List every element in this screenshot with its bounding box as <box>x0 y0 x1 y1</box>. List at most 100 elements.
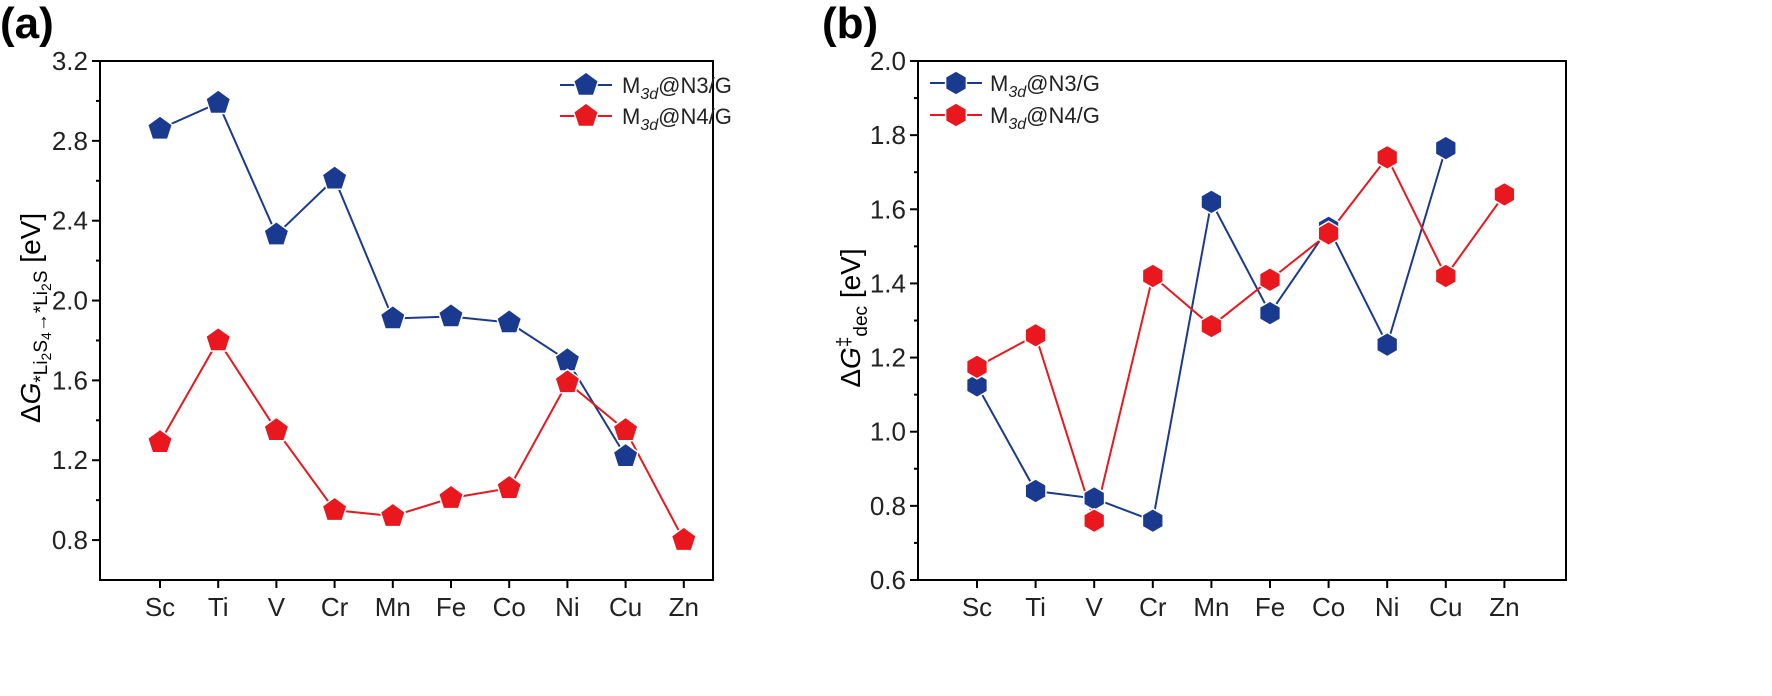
panel-b-data-point-n4 <box>1434 263 1457 289</box>
panel-a-legend-marker-shape <box>572 71 600 97</box>
panel-b-data-point-n4 <box>1493 181 1516 208</box>
panel-a-x-tick-label: Zn <box>669 592 699 622</box>
panel-b-x-tick-label: Zn <box>1489 592 1519 622</box>
panel-b-y-tick-label: 1.8 <box>870 120 906 150</box>
panel-b-label: (b) <box>822 0 878 48</box>
panel-a-x-tick-label: Ti <box>208 592 229 622</box>
panel-b-y-ticks: 0.6 0.8 1.0 1.2 1.4 1.6 1.8 2.0 <box>870 46 918 595</box>
panel-b-legend-marker-n4-icon <box>944 102 968 128</box>
panel-a-plot-frame <box>99 60 714 581</box>
panel-a-y-tick-label: 2.4 <box>52 206 88 236</box>
panel-a-data-point-n4 <box>204 326 232 352</box>
panel-a-data-point-n3 <box>146 114 174 141</box>
panel-b-x-tick-label: Ni <box>1375 592 1400 622</box>
panel-b-data-point-n3 <box>1083 485 1106 512</box>
panel-a-x-tick-label: Mn <box>375 592 411 622</box>
panel-a-data-point-n4 <box>554 368 581 394</box>
panel-a-data-point-n4 <box>146 428 174 454</box>
panel-a-label: (a) <box>0 0 54 48</box>
panel-a-chart: (a) 0.8 1.2 1.6 2.0 2.4 2.8 3.2 Sc Ti V Cr Mn Fe Co N… <box>0 0 732 622</box>
panel-b-x-tick-label: V <box>1086 592 1104 622</box>
panel-a-y-ticks: 0.8 1.2 1.6 2.0 2.4 2.8 3.2 <box>52 46 100 555</box>
panel-a-legend-marker-n4-icon <box>572 102 600 128</box>
panel-b-x-tick-label: Sc <box>962 592 992 622</box>
panel-a-x-tick-label: Fe <box>436 592 466 622</box>
panel-b-legend-label-n4: M3d@N4/G <box>990 103 1100 133</box>
panel-a-data-point-n4 <box>321 496 348 522</box>
panel-a-series-layer <box>146 88 698 552</box>
panel-a-data-point-n4 <box>379 502 407 528</box>
panel-a-data-point-n4 <box>263 416 290 442</box>
panel-b-x-tick-label: Fe <box>1255 592 1285 622</box>
panel-b-series-layer <box>965 135 1516 534</box>
panel-b-data-point-n4 <box>1083 507 1106 534</box>
panel-b-y-tick-label: 1.4 <box>870 268 906 298</box>
panel-b-y-tick-label: 0.8 <box>870 491 906 521</box>
panel-a-legend-entry-n4: M3d@N4/G <box>560 102 732 134</box>
panel-a-legend-label-n3: M3d@N3/G <box>622 73 732 103</box>
panel-a-data-point-n3 <box>263 220 290 246</box>
panel-a-y-tick-label: 0.8 <box>52 525 88 555</box>
panel-a-data-point-n4 <box>670 526 698 552</box>
panel-b-x-tick-label: Ti <box>1025 592 1046 622</box>
panel-b-legend-entry-n4: M3d@N4/G <box>930 102 1100 133</box>
panel-b-data-point-n4 <box>1376 144 1399 171</box>
panel-a-data-point-n3 <box>204 88 232 115</box>
panel-b-x-tick-label: Mn <box>1193 592 1229 622</box>
panel-b-data-point-n3 <box>1258 300 1282 326</box>
panel-b-data-point-n3 <box>1376 331 1399 358</box>
panel-b-y-tick-label: 1.0 <box>870 417 906 447</box>
panel-b-x-ticks: Sc Ti V Cr Mn Fe Co Ni Cu Zn <box>962 580 1520 622</box>
panel-b-data-point-n3 <box>965 372 989 399</box>
panel-a-legend-entry-n3: M3d@N3/G <box>560 71 732 103</box>
panel-a-data-point-n4 <box>437 484 465 510</box>
panel-a-y-tick-label: 3.2 <box>52 46 88 76</box>
panel-a-legend-marker-n3-icon <box>572 71 600 97</box>
panel-a-legend: M3d@N3/G M3d@N4/G <box>560 71 732 134</box>
panel-b-data-point-n4 <box>1141 263 1164 289</box>
panel-a-x-tick-label: Ni <box>555 592 580 622</box>
panel-a-legend-label-n4: M3d@N4/G <box>622 104 732 134</box>
panel-b-series-line-n4 <box>976 155 1506 525</box>
panel-b-y-tick-label: 1.2 <box>870 343 906 373</box>
panel-b-chart: (b) 0.6 0.8 1.0 1.2 1.4 1.6 1.8 2.0 Sc Ti V Cr Mn Fe… <box>822 0 1567 622</box>
panel-b-y-tick-label: 2.0 <box>870 46 906 76</box>
panel-a-x-tick-label: Sc <box>145 592 175 622</box>
panel-a-y-axis-title: ΔG*Li2S4→*Li2S [eV] <box>15 213 54 423</box>
panel-b-x-tick-label: Cu <box>1429 592 1462 622</box>
panel-b-data-point-n4 <box>1258 266 1282 293</box>
panel-b-y-axis-title: ΔG‡dec [eV] <box>834 248 872 387</box>
panel-a-x-tick-label: Cu <box>609 592 642 622</box>
panel-a-x-tick-label: Co <box>493 592 526 622</box>
panel-b-data-point-n4 <box>1200 313 1223 339</box>
panel-a-data-point-n3 <box>554 346 581 372</box>
panel-a-legend-marker-shape <box>572 102 600 128</box>
panel-b-legend-marker-shape <box>944 102 968 128</box>
panel-a-data-point-n4 <box>495 474 523 500</box>
panel-a-x-tick-label: V <box>268 592 286 622</box>
panel-b-plot-frame <box>917 60 1567 581</box>
panel-b-x-tick-label: Cr <box>1139 592 1167 622</box>
panel-b-data-point-n3 <box>1141 507 1164 534</box>
panel-a-y-tick-label: 2.8 <box>52 126 88 156</box>
panel-b-y-tick-label: 1.6 <box>870 194 906 224</box>
panel-a-y-tick-label: 1.6 <box>52 365 88 395</box>
panel-a-y-tick-label: 1.2 <box>52 445 88 475</box>
panel-a-data-point-n3 <box>612 442 639 468</box>
panel-a-x-tick-label: Cr <box>321 592 349 622</box>
panel-a-data-point-n4 <box>612 416 639 442</box>
panel-a-series-line-n4 <box>159 338 685 541</box>
panel-b-legend-entry-n3: M3d@N3/G <box>930 70 1100 101</box>
panel-b-y-tick-label: 0.6 <box>870 565 906 595</box>
panel-b-x-tick-label: Co <box>1312 592 1345 622</box>
panel-a-data-point-n3 <box>437 302 465 328</box>
panel-b-data-point-n3 <box>1024 478 1047 504</box>
panel-a-data-point-n3 <box>495 308 523 334</box>
panel-b-legend-label-n3: M3d@N3/G <box>990 71 1100 101</box>
panel-b-legend-marker-shape <box>944 70 968 96</box>
panel-b-data-point-n3 <box>1200 189 1223 215</box>
panel-b-data-point-n4 <box>1317 220 1340 247</box>
panel-a-data-point-n3 <box>379 304 407 330</box>
panel-b-data-point-n3 <box>1434 135 1457 161</box>
